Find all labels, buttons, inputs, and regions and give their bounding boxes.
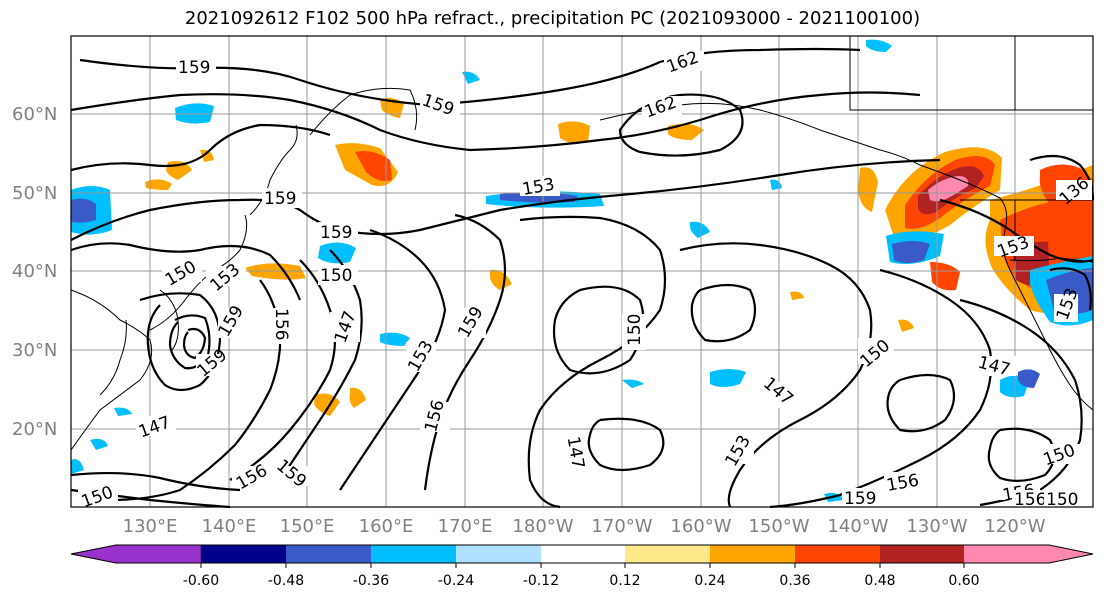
colorbar-segment <box>541 545 625 563</box>
colorbar-segment <box>880 545 964 563</box>
colorbar-segment <box>371 545 456 563</box>
map-title: 2021092612 F102 500 hPa refract., precip… <box>184 8 921 29</box>
colorbar-segment <box>70 544 202 564</box>
colorbar-tick-label: -0.24 <box>438 573 474 589</box>
contour-label: 159 <box>844 489 876 509</box>
lon-label: 180°W <box>512 516 573 537</box>
lat-label: 40°N <box>12 261 57 282</box>
lat-label: 60°N <box>12 104 57 125</box>
colorbar-segment <box>456 545 541 563</box>
map-panel: 159 162 159 162 159 153 159 150 150 153 … <box>70 35 1095 512</box>
contour-labels: 159 162 159 162 159 153 159 150 150 153 … <box>78 48 1093 512</box>
contour-label: 150 <box>1046 490 1078 510</box>
lon-label: 170°E <box>438 516 493 537</box>
lon-label: 170°W <box>591 516 652 537</box>
colorbar-segment <box>964 545 1093 563</box>
colorbar: -0.60 -0.48 -0.36 -0.24 -0.12 0.12 0.24 … <box>70 544 1094 589</box>
lat-label: 50°N <box>12 183 57 204</box>
contour-label: 159 <box>264 189 296 209</box>
contour-label: 156 <box>271 308 291 340</box>
colorbar-tick-label: -0.48 <box>268 573 304 589</box>
lon-label: 160°W <box>670 516 731 537</box>
colorbar-segment <box>710 545 795 563</box>
precipitation-shading <box>71 39 1093 502</box>
graticule <box>71 36 1093 507</box>
colorbar-tick-label: -0.36 <box>353 573 389 589</box>
colorbar-segment <box>286 545 371 563</box>
colorbar-segment <box>795 545 880 563</box>
colorbar-tick-label: 0.36 <box>779 573 810 589</box>
lat-label: 30°N <box>12 340 57 361</box>
contour-label: 150 <box>625 314 645 346</box>
lon-label: 140°W <box>827 516 888 537</box>
colorbar-tick-label: -0.60 <box>183 573 219 589</box>
colorbar-tick-label: 0.60 <box>948 573 979 589</box>
longitude-labels: 130°E 140°E 150°E 160°E 170°E 180°W 170°… <box>123 516 1046 537</box>
lon-label: 160°E <box>359 516 414 537</box>
latitude-labels: 60°N 50°N 40°N 30°N 20°N <box>12 104 57 440</box>
contour-label: 150 <box>320 266 352 286</box>
colorbar-segment <box>625 545 710 563</box>
lat-label: 20°N <box>12 419 57 440</box>
lon-label: 130°E <box>123 516 178 537</box>
lon-label: 150°E <box>280 516 335 537</box>
colorbar-tick-label: -0.12 <box>523 573 559 589</box>
colorbar-tick-label: 0.24 <box>694 573 725 589</box>
colorbar-segment <box>201 545 286 563</box>
lon-label: 150°W <box>748 516 809 537</box>
colorbar-tick-label: 0.48 <box>864 573 895 589</box>
colorbar-tick-label: 0.12 <box>609 573 640 589</box>
lon-label: 140°E <box>202 516 257 537</box>
lon-label: 130°W <box>906 516 967 537</box>
contour-label: 156 <box>1014 490 1046 510</box>
lon-label: 120°W <box>984 516 1045 537</box>
contour-label: 159 <box>320 223 352 243</box>
contour-label: 159 <box>178 58 210 78</box>
